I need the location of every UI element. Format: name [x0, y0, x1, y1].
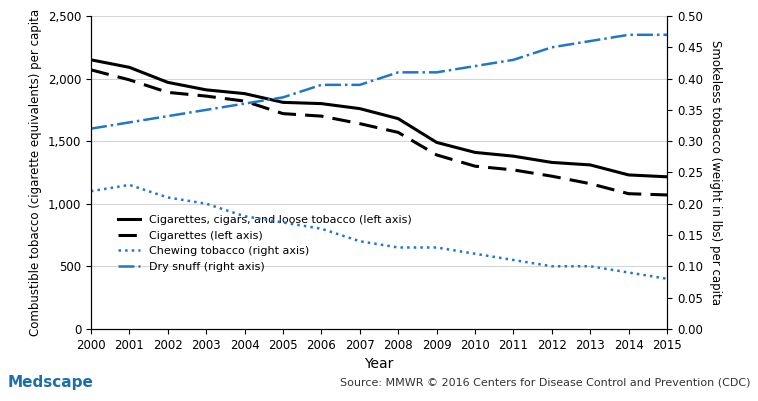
Cigarettes (left axis): [662, 192, 672, 197]
Cigarettes, cigars, and loose tobacco (left axis): [624, 172, 633, 177]
Chewing tobacco (right axis): [662, 276, 672, 281]
Legend: Cigarettes, cigars, and loose tobacco (left axis), Cigarettes (left axis), Chewi: Cigarettes, cigars, and loose tobacco (l…: [114, 211, 417, 276]
Cigarettes, cigars, and loose tobacco (left axis): [278, 100, 287, 105]
Chewing tobacco (right axis): [356, 239, 365, 244]
Line: Cigarettes, cigars, and loose tobacco (left axis): Cigarettes, cigars, and loose tobacco (l…: [91, 60, 667, 177]
Cigarettes (left axis): [586, 181, 595, 186]
Y-axis label: Combustible tobacco (cigarette equivalents) per capita: Combustible tobacco (cigarette equivalen…: [30, 9, 42, 336]
Y-axis label: Smokeless tobacco (weight in lbs) per capita: Smokeless tobacco (weight in lbs) per ca…: [709, 40, 722, 305]
Cigarettes, cigars, and loose tobacco (left axis): [471, 150, 480, 155]
Cigarettes (left axis): [163, 90, 172, 95]
Cigarettes, cigars, and loose tobacco (left axis): [547, 160, 556, 165]
Dry snuff (right axis): [278, 95, 287, 100]
Cigarettes, cigars, and loose tobacco (left axis): [393, 116, 402, 121]
Cigarettes, cigars, and loose tobacco (left axis): [509, 154, 518, 158]
Dry snuff (right axis): [432, 70, 441, 75]
Chewing tobacco (right axis): [509, 257, 518, 262]
Line: Cigarettes (left axis): Cigarettes (left axis): [91, 70, 667, 195]
Cigarettes, cigars, and loose tobacco (left axis): [356, 106, 365, 111]
Dry snuff (right axis): [86, 126, 96, 131]
Cigarettes (left axis): [202, 94, 211, 99]
Dry snuff (right axis): [547, 45, 556, 50]
Cigarettes, cigars, and loose tobacco (left axis): [163, 80, 172, 85]
Chewing tobacco (right axis): [393, 245, 402, 250]
Cigarettes (left axis): [86, 67, 96, 72]
Chewing tobacco (right axis): [317, 226, 326, 231]
Cigarettes (left axis): [432, 152, 441, 157]
Dry snuff (right axis): [586, 38, 595, 43]
Chewing tobacco (right axis): [202, 201, 211, 206]
Dry snuff (right axis): [393, 70, 402, 75]
Cigarettes, cigars, and loose tobacco (left axis): [432, 140, 441, 145]
Chewing tobacco (right axis): [432, 245, 441, 250]
Cigarettes, cigars, and loose tobacco (left axis): [125, 65, 134, 70]
Chewing tobacco (right axis): [240, 214, 249, 219]
Cigarettes, cigars, and loose tobacco (left axis): [86, 57, 96, 62]
Cigarettes, cigars, and loose tobacco (left axis): [240, 91, 249, 96]
Chewing tobacco (right axis): [278, 220, 287, 225]
Chewing tobacco (right axis): [86, 189, 96, 194]
Dry snuff (right axis): [624, 32, 633, 37]
Cigarettes (left axis): [624, 191, 633, 196]
Cigarettes, cigars, and loose tobacco (left axis): [586, 162, 595, 167]
Text: Medscape: Medscape: [8, 375, 93, 391]
Dry snuff (right axis): [317, 83, 326, 87]
Cigarettes (left axis): [547, 174, 556, 178]
Cigarettes (left axis): [356, 121, 365, 126]
Dry snuff (right axis): [662, 32, 672, 37]
Chewing tobacco (right axis): [624, 270, 633, 275]
Dry snuff (right axis): [240, 101, 249, 106]
Cigarettes, cigars, and loose tobacco (left axis): [317, 101, 326, 106]
Cigarettes (left axis): [509, 168, 518, 172]
Chewing tobacco (right axis): [547, 264, 556, 269]
Dry snuff (right axis): [471, 64, 480, 69]
Cigarettes, cigars, and loose tobacco (left axis): [662, 174, 672, 179]
Cigarettes (left axis): [278, 111, 287, 116]
X-axis label: Year: Year: [365, 357, 393, 371]
Cigarettes (left axis): [317, 114, 326, 119]
Chewing tobacco (right axis): [586, 264, 595, 269]
Cigarettes (left axis): [393, 130, 402, 135]
Text: Source: MMWR © 2016 Centers for Disease Control and Prevention (CDC): Source: MMWR © 2016 Centers for Disease …: [340, 378, 750, 388]
Dry snuff (right axis): [202, 107, 211, 112]
Cigarettes (left axis): [125, 77, 134, 82]
Line: Chewing tobacco (right axis): Chewing tobacco (right axis): [91, 185, 667, 279]
Chewing tobacco (right axis): [471, 251, 480, 256]
Cigarettes, cigars, and loose tobacco (left axis): [202, 87, 211, 92]
Chewing tobacco (right axis): [163, 195, 172, 200]
Dry snuff (right axis): [125, 120, 134, 125]
Dry snuff (right axis): [356, 83, 365, 87]
Cigarettes (left axis): [471, 164, 480, 168]
Dry snuff (right axis): [509, 57, 518, 62]
Chewing tobacco (right axis): [125, 182, 134, 187]
Dry snuff (right axis): [163, 114, 172, 119]
Cigarettes (left axis): [240, 99, 249, 103]
Line: Dry snuff (right axis): Dry snuff (right axis): [91, 35, 667, 129]
